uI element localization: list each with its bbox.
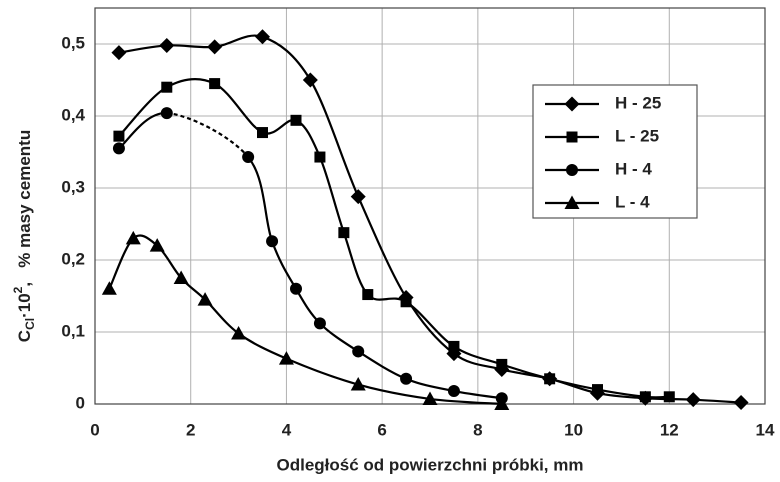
- marker: [566, 164, 578, 176]
- marker: [112, 142, 125, 155]
- x-axis-label: Odległość od powierzchni próbki, mm: [277, 455, 584, 474]
- y-tick-label: 0,2: [61, 249, 85, 268]
- marker: [544, 373, 556, 385]
- marker: [314, 151, 326, 163]
- marker: [564, 195, 580, 209]
- marker: [111, 45, 127, 61]
- marker: [362, 289, 374, 301]
- marker: [685, 392, 701, 408]
- marker: [448, 340, 460, 352]
- marker: [733, 395, 749, 411]
- marker: [566, 131, 578, 143]
- y-tick-label: 0,3: [61, 177, 85, 196]
- marker: [313, 317, 326, 330]
- y-label-sub: Cl: [23, 318, 37, 330]
- y-tick-label: 0,5: [61, 33, 85, 52]
- x-tick-label: 8: [473, 420, 482, 439]
- marker: [352, 345, 365, 358]
- marker: [496, 358, 508, 370]
- x-tick-label: 12: [660, 420, 679, 439]
- marker: [207, 39, 223, 55]
- marker: [159, 37, 175, 53]
- series-line: [166, 112, 249, 158]
- y-axis-label: CCl·102, % masy cementu: [11, 130, 37, 342]
- y-label-part: , % masy cementu: [15, 130, 34, 287]
- y-label-part: ·10: [15, 293, 34, 318]
- marker: [350, 377, 366, 391]
- x-tick-label: 4: [282, 420, 292, 439]
- legend-label: H - 25: [615, 93, 661, 112]
- marker: [266, 235, 279, 248]
- marker: [231, 325, 247, 340]
- marker: [209, 78, 221, 90]
- x-tick-label: 2: [186, 420, 195, 439]
- marker: [494, 396, 510, 410]
- marker: [400, 372, 413, 385]
- marker: [113, 130, 125, 142]
- marker: [125, 230, 141, 245]
- marker: [161, 81, 173, 93]
- marker: [564, 96, 580, 112]
- y-tick-label: 0: [76, 393, 85, 412]
- series-line: [118, 112, 167, 150]
- marker: [400, 296, 412, 308]
- marker: [290, 114, 302, 126]
- legend-label: L - 25: [615, 126, 659, 145]
- series-line: [108, 234, 502, 406]
- marker: [290, 282, 302, 295]
- marker: [257, 127, 268, 139]
- marker: [255, 29, 270, 45]
- marker: [149, 238, 165, 252]
- marker: [101, 281, 117, 295]
- marker: [173, 270, 189, 284]
- marker: [197, 292, 213, 306]
- y-tick-label: 0,1: [61, 321, 85, 340]
- marker: [302, 72, 318, 88]
- marker: [160, 107, 173, 120]
- legend-box: [532, 84, 698, 219]
- x-tick-label: 0: [90, 420, 99, 439]
- marker: [639, 391, 651, 403]
- marker: [422, 391, 438, 405]
- marker: [242, 151, 255, 164]
- legend-label: H - 4: [615, 159, 652, 178]
- marker: [350, 189, 366, 205]
- legend-label: L - 4: [615, 192, 650, 211]
- marker: [592, 384, 603, 396]
- x-tick-label: 14: [756, 420, 775, 439]
- y-label-part: C: [15, 330, 34, 342]
- marker: [663, 391, 675, 403]
- y-tick-label: 0,4: [61, 105, 85, 124]
- marker: [338, 227, 350, 239]
- marker: [278, 351, 294, 365]
- y-label-sup: 2: [11, 286, 25, 293]
- x-tick-label: 6: [377, 420, 386, 439]
- marker: [447, 385, 460, 398]
- x-tick-label: 10: [564, 420, 583, 439]
